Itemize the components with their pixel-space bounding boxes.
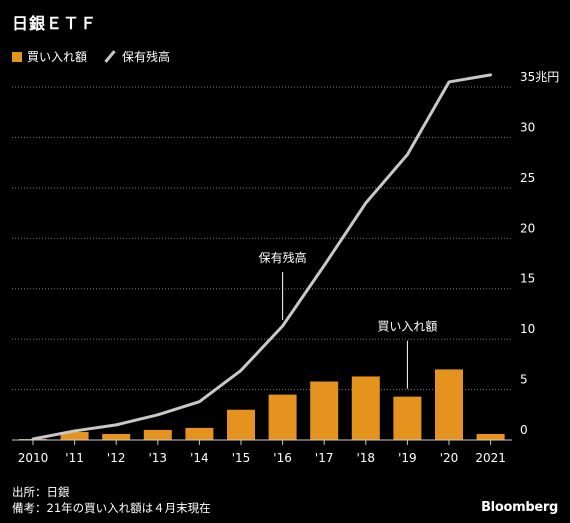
y-tick-label: 35兆円 xyxy=(520,70,559,84)
x-tick-label: '20 xyxy=(440,451,459,465)
x-tick-label: '14 xyxy=(190,451,209,465)
series-line xyxy=(31,73,493,441)
chart-title: 日銀ＥＴＦ xyxy=(12,14,98,33)
annotation-label: 保有残高 xyxy=(259,250,307,265)
bar xyxy=(351,376,380,440)
x-tick-label: '12 xyxy=(107,451,126,465)
legend-label-bar: 買い入れ額 xyxy=(27,50,88,64)
bar xyxy=(185,427,214,440)
bar xyxy=(310,381,339,440)
source-note: 出所：日銀 xyxy=(12,485,70,499)
x-tick-label: '16 xyxy=(273,451,292,465)
x-tick-label: '18 xyxy=(357,451,376,465)
y-tick-label: 0 xyxy=(520,423,528,437)
remark-note: 備考：21年の買い入れ額は４月末現在 xyxy=(12,501,211,515)
x-tick-label: '15 xyxy=(232,451,251,465)
bar xyxy=(102,433,131,440)
x-tick-label: '13 xyxy=(149,451,168,465)
chart-legend: 買い入れ額 保有残高 xyxy=(12,48,170,65)
bar xyxy=(60,431,89,440)
bloomberg-logo: Bloomberg xyxy=(481,500,558,515)
x-tick-label: '11 xyxy=(65,451,84,465)
bar xyxy=(393,396,422,440)
x-tick-label: '19 xyxy=(398,451,417,465)
y-tick-label: 20 xyxy=(520,221,535,235)
legend-label-line: 保有残高 xyxy=(122,50,171,64)
annotation-label: 買い入れ額 xyxy=(377,320,437,334)
x-tick-label: 2021 xyxy=(475,451,506,465)
y-tick-label: 30 xyxy=(520,120,535,134)
legend-swatch-bar xyxy=(12,51,22,62)
y-tick-label: 5 xyxy=(520,373,528,387)
x-tick-label: '17 xyxy=(315,451,334,465)
bar xyxy=(143,429,172,440)
bar xyxy=(268,394,297,440)
y-tick-label: 15 xyxy=(520,272,535,286)
bar xyxy=(227,409,255,440)
bar xyxy=(476,433,505,440)
bar xyxy=(435,369,463,440)
y-tick-label: 10 xyxy=(520,322,535,336)
x-tick-label: 2010 xyxy=(18,451,49,465)
y-tick-label: 25 xyxy=(520,171,535,185)
